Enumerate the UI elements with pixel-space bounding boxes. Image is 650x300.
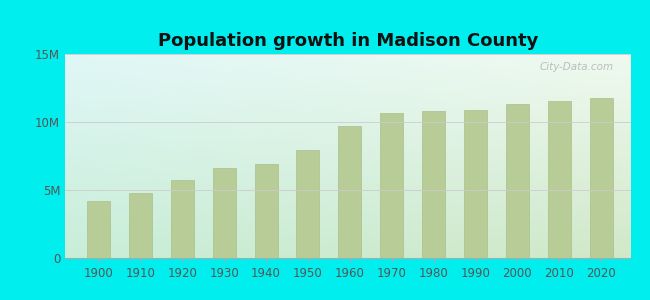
Bar [338,126,361,258]
Bar [506,103,529,258]
Title: Population growth in Madison County: Population growth in Madison County [157,32,538,50]
Bar [129,193,152,258]
Bar [213,168,236,258]
Bar [464,110,487,258]
Text: City-Data.com: City-Data.com [540,62,614,72]
Bar [422,111,445,258]
Bar [380,113,403,258]
Bar [255,164,278,258]
Bar [590,98,613,258]
Bar [548,101,571,258]
Bar [171,180,194,258]
Bar [296,150,319,258]
Bar [87,202,110,258]
